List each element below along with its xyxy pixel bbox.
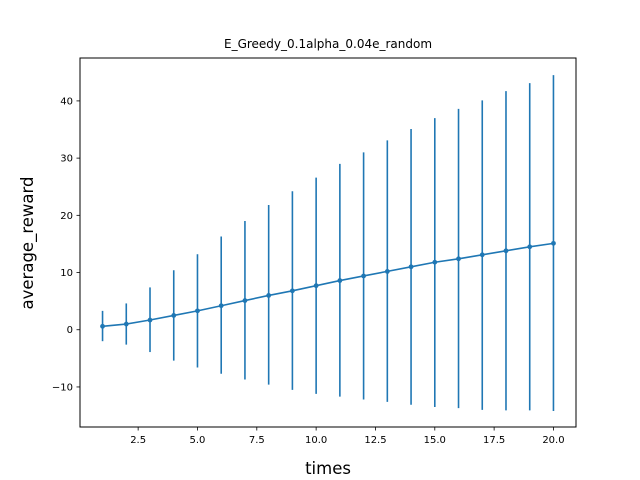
data-point [147,317,153,323]
data-point [171,313,177,318]
data-point [408,264,414,270]
data-point [503,248,509,254]
y-tick-label: 20 [60,211,73,222]
y-tick-label: 10 [60,268,73,279]
data-point [195,308,200,314]
data-point [479,252,485,258]
x-tick-label: 12.5 [364,435,386,446]
y-axis-ticks: −10 0 10 20 30 40 [52,96,80,393]
data-point [266,293,272,298]
data-point [384,268,390,274]
y-tick-label: 0 [67,325,73,336]
x-tick-label: 10.0 [305,435,327,446]
data-point [290,288,295,294]
y-tick-label: 40 [60,96,73,107]
y-axis-title: average_reward [18,177,38,310]
x-tick-label: 15.0 [424,435,446,446]
x-tick-label: 5.0 [190,435,206,446]
data-point [313,283,319,289]
data-point [242,298,248,303]
x-tick-label: 7.5 [249,435,265,446]
data-point [218,303,224,309]
chart-title: E_Greedy_0.1alpha_0.04e_random [224,37,432,51]
y-tick-label: −10 [52,382,73,393]
data-point [432,259,438,265]
data-point [100,323,105,329]
data-point [361,273,366,279]
data-point [337,278,343,283]
plot-area-frame [79,57,577,428]
data-point [123,321,129,327]
data-point [527,244,533,250]
data-point [551,240,556,246]
x-tick-label: 2.5 [130,435,146,446]
data-point [456,256,461,262]
x-tick-label: 20.0 [542,435,564,446]
x-tick-label: 17.5 [483,435,505,446]
x-axis-title: times [305,459,351,478]
x-axis-ticks: 2.5 5.0 7.5 10.0 12.5 15.0 17.5 20.0 [130,427,565,446]
error-bars [101,75,555,411]
series-line [102,242,554,328]
series-average-reward [100,240,556,329]
y-tick-label: 30 [60,154,73,165]
